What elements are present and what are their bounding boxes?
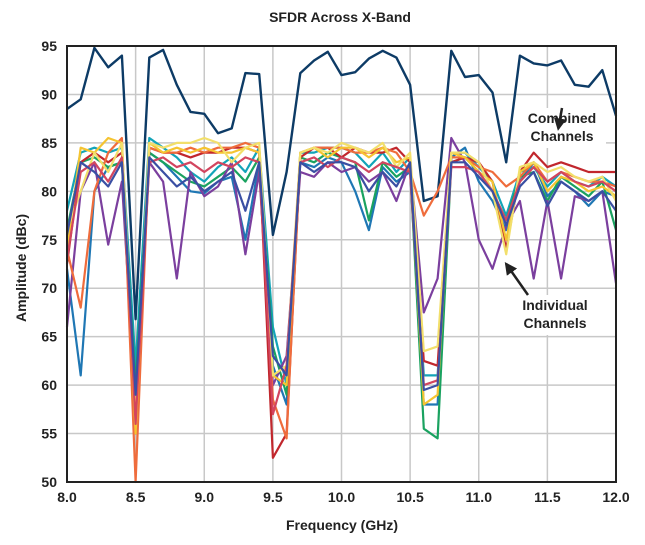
chart-title: SFDR Across X-Band bbox=[269, 9, 411, 25]
annotation-text: Channels bbox=[530, 128, 593, 144]
x-tick-label: 11.5 bbox=[534, 489, 561, 505]
y-tick-label: 95 bbox=[41, 38, 57, 54]
annotation-box bbox=[510, 295, 600, 335]
y-tick-label: 75 bbox=[41, 232, 57, 248]
x-tick-label: 10.5 bbox=[397, 489, 424, 505]
series-lines bbox=[65, 46, 618, 484]
series-line-individual-7 bbox=[65, 136, 617, 435]
x-axis-label: Frequency (GHz) bbox=[286, 517, 398, 533]
series-line-individual-10 bbox=[65, 156, 617, 396]
y-tick-label: 50 bbox=[41, 474, 57, 490]
annotation-text: Channels bbox=[523, 315, 586, 331]
x-tick-label: 12.0 bbox=[602, 489, 629, 505]
plot-frame bbox=[66, 45, 617, 483]
annotation-arrow bbox=[553, 107, 567, 131]
y-tick-label: 55 bbox=[41, 426, 57, 442]
y-tick-labels: 50 55 60 65 70 75 80 85 90 95 bbox=[41, 38, 57, 490]
y-tick-label: 80 bbox=[41, 183, 57, 199]
y-tick-label: 60 bbox=[41, 377, 57, 393]
series-line-individual-4 bbox=[65, 136, 618, 406]
x-tick-label: 9.0 bbox=[195, 489, 215, 505]
annotation-arrow bbox=[504, 261, 530, 296]
series-line-combined bbox=[66, 46, 618, 321]
y-tick-label: 90 bbox=[41, 86, 57, 102]
x-tick-label: 8.5 bbox=[126, 489, 146, 505]
x-tick-label: 11.0 bbox=[466, 489, 493, 505]
annotation-text: Individual bbox=[522, 297, 587, 313]
y-tick-label: 70 bbox=[41, 280, 57, 296]
x-tick-label: 8.0 bbox=[57, 489, 77, 505]
series-line-individual-8 bbox=[65, 136, 617, 416]
x-tick-label: 9.5 bbox=[263, 489, 283, 505]
y-tick-label: 85 bbox=[41, 135, 57, 151]
series-line-individual-9 bbox=[65, 156, 617, 425]
x-tick-label: 10.0 bbox=[328, 489, 355, 505]
y-axis-label: Amplitude (dBc) bbox=[13, 214, 29, 322]
y-tick-label: 65 bbox=[41, 329, 57, 345]
x-tick-labels: 8.0 8.5 9.0 9.5 10.0 10.5 11.0 11.5 12.0 bbox=[57, 489, 630, 505]
